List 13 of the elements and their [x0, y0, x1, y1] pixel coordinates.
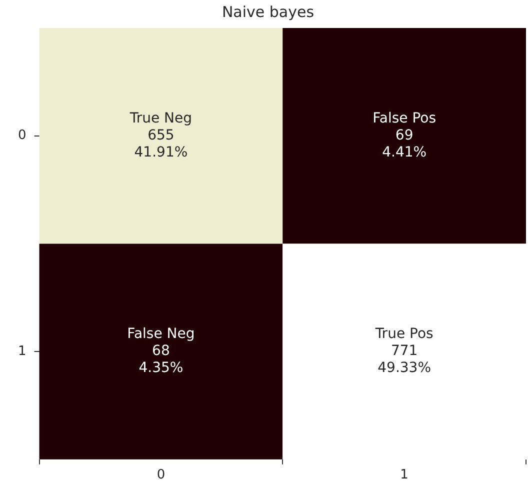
data-label: 68 [152, 343, 170, 360]
annotation: False Neg [127, 326, 195, 342]
data-label: 69 [395, 127, 414, 144]
chart-title: Naive bayes [222, 2, 314, 21]
annotation: True Pos [374, 326, 434, 342]
data-label: 655 [148, 127, 174, 144]
annotation: 4.35% [138, 360, 184, 376]
annotation: 49.33% [378, 360, 432, 376]
annotation: 41.91% [134, 144, 188, 160]
data-label: 771 [390, 343, 418, 360]
annotation: False Pos [372, 110, 436, 126]
annotation: True Neg [128, 110, 192, 126]
annotation: 4.41% [382, 144, 427, 160]
